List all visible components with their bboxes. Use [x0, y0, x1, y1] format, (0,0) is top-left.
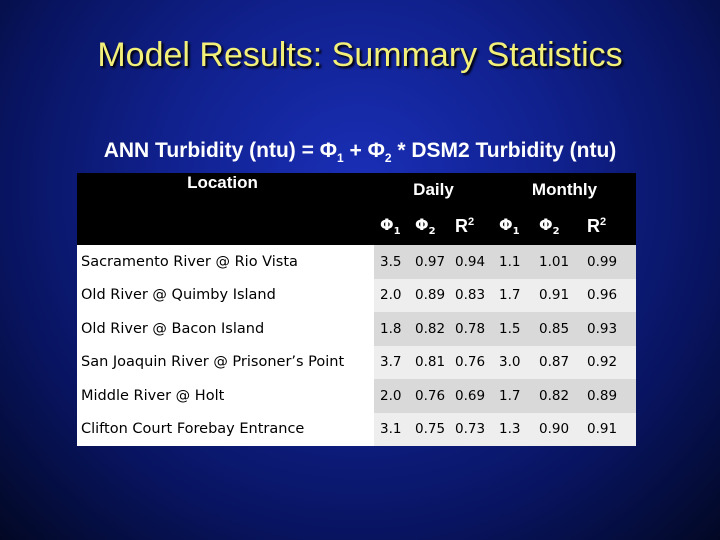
monthly-phi1-cell: 1.3	[493, 412, 533, 446]
table-row: Old River @ Quimby Island 2.0 0.89 0.83 …	[77, 278, 636, 312]
spacer-cell	[368, 312, 374, 346]
location-cell: Old River @ Bacon Island	[77, 312, 368, 346]
formula-phi2-subscript: 2	[384, 151, 392, 166]
daily-r2-cell: 0.78	[449, 312, 493, 346]
daily-phi1-cell: 1.8	[374, 312, 409, 346]
spacer-cell	[368, 245, 374, 279]
spacer-cell	[368, 345, 374, 379]
monthly-phi2-cell: 1.01	[533, 245, 581, 279]
daily-r2-cell: 0.69	[449, 379, 493, 413]
r-symbol: R	[455, 215, 468, 236]
header-daily-phi2: Φ2	[409, 207, 449, 245]
formula-middle: + Φ	[343, 139, 385, 162]
superscript: 2	[600, 215, 607, 228]
location-cell: Clifton Court Forebay Entrance	[77, 412, 368, 446]
daily-phi1-cell: 3.7	[374, 345, 409, 379]
monthly-r2-cell: 0.91	[581, 412, 636, 446]
header-spacer	[368, 173, 374, 245]
monthly-r2-cell: 0.89	[581, 379, 636, 413]
location-cell: Middle River @ Holt	[77, 379, 368, 413]
subscript: 1	[512, 226, 520, 238]
daily-phi2-cell: 0.89	[409, 278, 449, 312]
spacer-cell	[368, 412, 374, 446]
monthly-phi1-cell: 1.7	[493, 278, 533, 312]
table-row: Clifton Court Forebay Entrance 3.1 0.75 …	[77, 412, 636, 446]
daily-phi1-cell: 3.1	[374, 412, 409, 446]
header-daily-phi1: Φ1	[374, 207, 409, 245]
header-location: Location	[77, 173, 368, 245]
table-row: Sacramento River @ Rio Vista 3.5 0.97 0.…	[77, 245, 636, 279]
table-row: Old River @ Bacon Island 1.8 0.82 0.78 1…	[77, 312, 636, 346]
summary-statistics-table: Location Daily Monthly Φ1 Φ2 R2 Φ1 Φ2 R2…	[77, 173, 636, 446]
daily-r2-cell: 0.94	[449, 245, 493, 279]
monthly-phi1-cell: 3.0	[493, 345, 533, 379]
spacer-cell	[368, 278, 374, 312]
monthly-phi1-cell: 1.1	[493, 245, 533, 279]
daily-phi2-cell: 0.97	[409, 245, 449, 279]
phi-symbol: Φ	[415, 214, 429, 234]
table-row: Middle River @ Holt 2.0 0.76 0.69 1.7 0.…	[77, 379, 636, 413]
monthly-phi2-cell: 0.90	[533, 412, 581, 446]
phi-symbol: Φ	[539, 214, 553, 234]
subscript: 2	[552, 226, 560, 238]
subscript: 2	[428, 226, 436, 238]
header-monthly-phi1: Φ1	[493, 207, 533, 245]
header-monthly-r2: R2	[581, 207, 636, 245]
daily-r2-cell: 0.83	[449, 278, 493, 312]
daily-phi2-cell: 0.76	[409, 379, 449, 413]
daily-phi2-cell: 0.81	[409, 345, 449, 379]
formula-prefix: ANN Turbidity (ntu) = Φ	[103, 139, 337, 162]
location-cell: Sacramento River @ Rio Vista	[77, 245, 368, 279]
table-row: San Joaquin River @ Prisoner’s Point 3.7…	[77, 345, 636, 379]
daily-phi1-cell: 2.0	[374, 379, 409, 413]
monthly-phi2-cell: 0.87	[533, 345, 581, 379]
daily-phi1-cell: 3.5	[374, 245, 409, 279]
subscript: 1	[393, 226, 401, 238]
daily-phi2-cell: 0.82	[409, 312, 449, 346]
daily-phi2-cell: 0.75	[409, 412, 449, 446]
formula-phi1-subscript: 1	[336, 151, 344, 166]
r-symbol: R	[587, 215, 600, 236]
phi-symbol: Φ	[499, 214, 513, 234]
daily-phi1-cell: 2.0	[374, 278, 409, 312]
header-monthly-phi2: Φ2	[533, 207, 581, 245]
phi-symbol: Φ	[380, 214, 394, 234]
monthly-r2-cell: 0.93	[581, 312, 636, 346]
slide-title: Model Results: Summary Statistics	[97, 36, 623, 74]
location-cell: Old River @ Quimby Island	[77, 278, 368, 312]
header-monthly: Monthly	[493, 173, 636, 207]
monthly-phi2-cell: 0.85	[533, 312, 581, 346]
monthly-phi1-cell: 1.7	[493, 379, 533, 413]
monthly-r2-cell: 0.92	[581, 345, 636, 379]
monthly-r2-cell: 0.96	[581, 278, 636, 312]
superscript: 2	[468, 215, 475, 228]
spacer-cell	[368, 379, 374, 413]
monthly-r2-cell: 0.99	[581, 245, 636, 279]
formula-heading: ANN Turbidity (ntu) = Φ1 + Φ2 * DSM2 Tur…	[0, 139, 720, 165]
header-daily-r2: R2	[449, 207, 493, 245]
daily-r2-cell: 0.76	[449, 345, 493, 379]
daily-r2-cell: 0.73	[449, 412, 493, 446]
formula-suffix: * DSM2 Turbidity (ntu)	[391, 139, 617, 162]
monthly-phi2-cell: 0.82	[533, 379, 581, 413]
monthly-phi2-cell: 0.91	[533, 278, 581, 312]
location-cell: San Joaquin River @ Prisoner’s Point	[77, 345, 368, 379]
monthly-phi1-cell: 1.5	[493, 312, 533, 346]
header-daily: Daily	[374, 173, 493, 207]
